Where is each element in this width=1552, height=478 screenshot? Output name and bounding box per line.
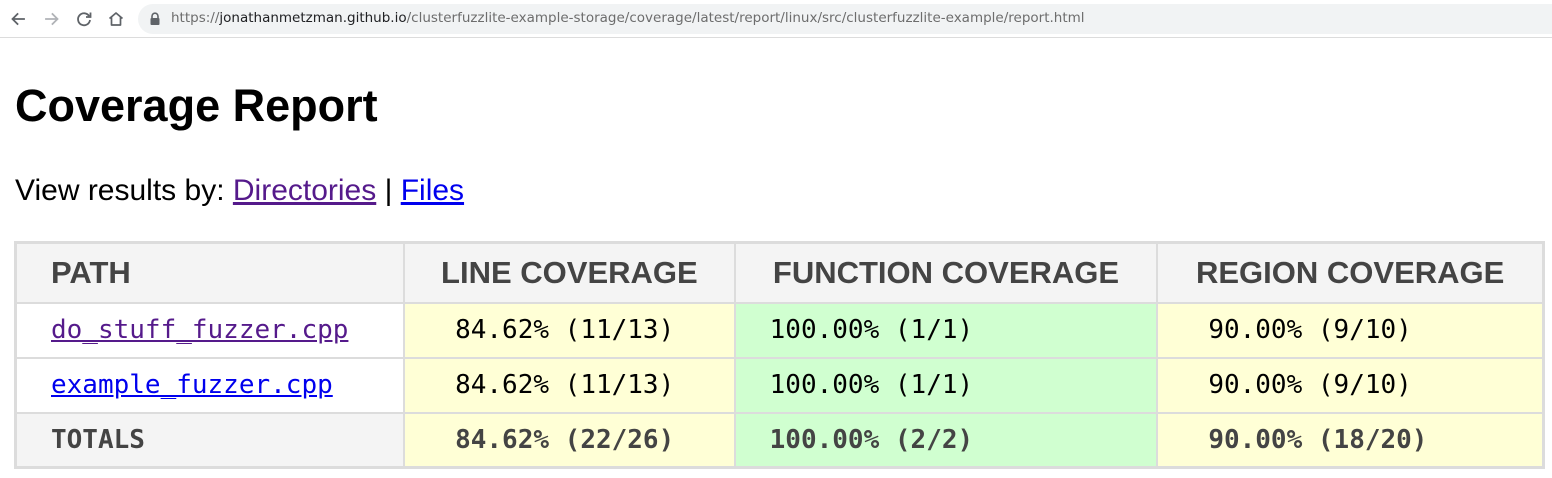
file-link-do-stuff-fuzzer[interactable]: do_stuff_fuzzer.cpp (51, 315, 349, 345)
header-line-coverage: LINE COVERAGE (403, 241, 736, 304)
totals-label: TOTALS (14, 411, 406, 469)
browser-toolbar: https://jonathanmetzman.github.io/cluste… (0, 0, 1552, 38)
region-coverage-cell: 90.00% (9/10) (1156, 356, 1545, 414)
file-link-example-fuzzer[interactable]: example_fuzzer.cpp (51, 370, 333, 400)
header-region-coverage: REGION COVERAGE (1156, 241, 1545, 304)
page-title: Coverage Report (15, 80, 378, 131)
files-link[interactable]: Files (400, 174, 465, 207)
table-header-row: PATH LINE COVERAGE FUNCTION COVERAGE REG… (14, 241, 1545, 304)
view-by-label: View results by: (15, 174, 233, 207)
header-path: PATH (14, 241, 406, 304)
header-function-coverage: FUNCTION COVERAGE (733, 241, 1159, 304)
forward-icon (45, 12, 59, 26)
totals-row: TOTALS 84.62% (22/26) 100.00% (2/2) 90.0… (14, 411, 1545, 469)
line-coverage-cell: 84.62% (11/13) (403, 301, 736, 359)
url-path: /clusterfuzzlite-example-storage/coverag… (406, 10, 1085, 26)
function-coverage-cell: 100.00% (1/1) (733, 356, 1159, 414)
forward-button[interactable] (41, 8, 63, 30)
line-coverage-cell: 84.62% (11/13) (403, 356, 736, 414)
path-cell: do_stuff_fuzzer.cpp (14, 301, 406, 359)
reload-icon (77, 12, 92, 27)
address-bar[interactable]: https://jonathanmetzman.github.io/cluste… (138, 4, 1552, 34)
totals-function-coverage: 100.00% (2/2) (733, 411, 1159, 469)
directories-link[interactable]: Directories (232, 174, 377, 207)
function-coverage-cell: 100.00% (1/1) (733, 301, 1159, 359)
table-row: example_fuzzer.cpp 84.62% (11/13) 100.00… (14, 356, 1545, 414)
coverage-table: PATH LINE COVERAGE FUNCTION COVERAGE REG… (14, 241, 1545, 469)
url-text[interactable]: https://jonathanmetzman.github.io/cluste… (171, 10, 1085, 26)
table-row: do_stuff_fuzzer.cpp 84.62% (11/13) 100.0… (14, 301, 1545, 359)
back-icon (11, 12, 25, 26)
region-coverage-cell: 90.00% (9/10) (1156, 301, 1545, 359)
totals-region-coverage: 90.00% (18/20) (1156, 411, 1545, 469)
path-cell: example_fuzzer.cpp (14, 356, 406, 414)
url-host: jonathanmetzman.github.io (219, 10, 407, 26)
link-separator: | (376, 174, 401, 207)
lock-icon (150, 12, 160, 25)
home-button[interactable] (105, 8, 127, 30)
back-button[interactable] (7, 8, 29, 30)
totals-line-coverage: 84.62% (22/26) (403, 411, 736, 469)
view-by-nav: View results by: Directories | Files (15, 172, 464, 210)
url-prefix: https:// (171, 10, 220, 26)
reload-button[interactable] (73, 8, 95, 30)
home-icon (108, 12, 124, 26)
